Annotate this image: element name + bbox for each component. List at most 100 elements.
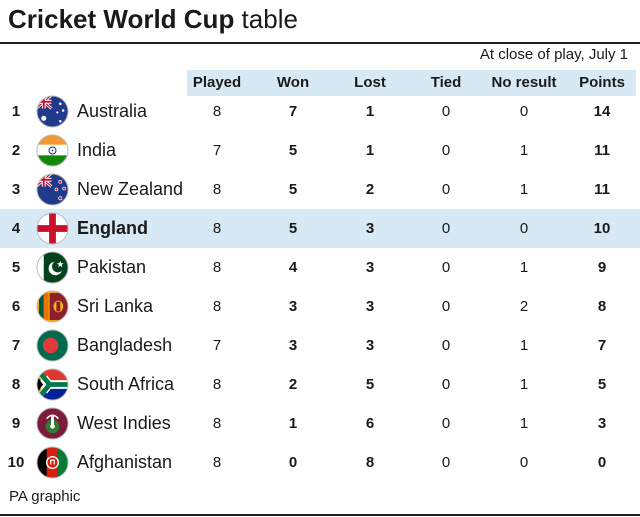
tied-cell: 0 [441,415,451,432]
table-row: 10 Afghanistan 8 0 8 0 0 0 [0,443,640,482]
won-cell: 1 [288,415,298,432]
rank-cell: 10 [7,454,25,471]
lost-cell: 5 [365,376,375,393]
header-points: Points [579,74,625,91]
table-row: 6 Sri Lanka 8 3 3 0 2 8 [0,287,640,326]
lost-cell: 3 [365,220,375,237]
won-cell: 0 [288,454,298,471]
won-cell: 5 [288,181,298,198]
no-result-cell: 1 [519,142,529,159]
won-cell: 2 [288,376,298,393]
played-cell: 8 [212,220,222,237]
rank-cell: 1 [11,103,21,120]
played-cell: 8 [212,454,222,471]
page-title: Cricket World Cup table [8,2,298,36]
table-row: 3 New Zealand 8 5 2 0 1 11 [0,170,640,209]
won-cell: 7 [288,103,298,120]
won-cell: 3 [288,298,298,315]
no-result-cell: 0 [519,103,529,120]
played-cell: 7 [212,142,222,159]
team-name: New Zealand [77,179,184,199]
points-cell: 3 [597,415,607,432]
england-flag-icon [36,212,69,245]
tied-cell: 0 [441,337,451,354]
won-cell: 4 [288,259,298,276]
played-cell: 7 [212,337,222,354]
no-result-cell: 1 [519,415,529,432]
lost-cell: 8 [365,454,375,471]
title-bold: Cricket World Cup [8,4,235,34]
header-tied: Tied [430,74,462,91]
table-row: 2 India 7 5 1 0 1 11 [0,131,640,170]
header-lost: Lost [354,74,386,91]
team-name: Sri Lanka [77,296,154,316]
rank-cell: 2 [11,142,21,159]
team-name: Bangladesh [77,335,173,355]
rank-cell: 3 [11,181,21,198]
played-cell: 8 [212,259,222,276]
source-credit: PA graphic [9,488,81,505]
lost-cell: 3 [365,298,375,315]
tied-cell: 0 [441,181,451,198]
header-won: Won [276,74,310,91]
tied-cell: 0 [441,298,451,315]
tied-cell: 0 [441,376,451,393]
table-row: 1 Australia 8 7 1 0 0 14 [0,92,640,131]
won-cell: 5 [288,142,298,159]
points-cell: 11 [594,142,610,159]
new-zealand-flag-icon [36,173,69,206]
team-name: Afghanistan [77,452,173,472]
lost-cell: 1 [365,103,375,120]
lost-cell: 1 [365,142,375,159]
team-name: Australia [77,101,148,121]
points-cell: 14 [593,103,611,120]
points-cell: 9 [597,259,607,276]
table-row: 9 West Indies 8 1 6 0 1 3 [0,404,640,443]
india-flag-icon [36,134,69,167]
points-cell: 7 [597,337,607,354]
title-light: table [234,4,298,34]
bottom-divider [0,514,640,516]
rank-cell: 4 [11,220,21,237]
header-band [187,70,636,96]
afghanistan-flag-icon [36,446,69,479]
no-result-cell: 1 [519,259,529,276]
no-result-cell: 1 [519,376,529,393]
lost-cell: 6 [365,415,375,432]
south-africa-flag-icon [36,368,69,401]
australia-flag-icon [36,95,69,128]
team-name: South Africa [77,374,175,394]
table-row: 8 South Africa 8 2 5 0 1 5 [0,365,640,404]
lost-cell: 3 [365,259,375,276]
team-name: West Indies [77,413,171,433]
header-played: Played [192,74,242,91]
no-result-cell: 0 [519,454,529,471]
no-result-cell: 1 [519,181,529,198]
points-cell: 0 [597,454,607,471]
no-result-cell: 2 [519,298,529,315]
rank-cell: 9 [11,415,21,432]
team-name: India [77,140,117,160]
tied-cell: 0 [441,103,451,120]
tied-cell: 0 [441,142,451,159]
rank-cell: 8 [11,376,21,393]
points-cell: 11 [594,181,610,198]
lost-cell: 3 [365,337,375,354]
no-result-cell: 1 [519,337,529,354]
top-divider [0,42,640,44]
lost-cell: 2 [365,181,375,198]
bangladesh-flag-icon [36,329,69,362]
rank-cell: 7 [11,337,21,354]
header-no-result: No result [491,74,557,91]
played-cell: 8 [212,103,222,120]
team-name: England [77,218,148,238]
table-row: 5 Pakistan 8 4 3 0 1 9 [0,248,640,287]
sri-lanka-flag-icon [36,290,69,323]
tied-cell: 0 [441,220,451,237]
pakistan-flag-icon [36,251,69,284]
west-indies-flag-icon [36,407,69,440]
tied-cell: 0 [441,259,451,276]
won-cell: 5 [288,220,298,237]
subtitle: At close of play, July 1 [479,46,628,63]
no-result-cell: 0 [519,220,529,237]
